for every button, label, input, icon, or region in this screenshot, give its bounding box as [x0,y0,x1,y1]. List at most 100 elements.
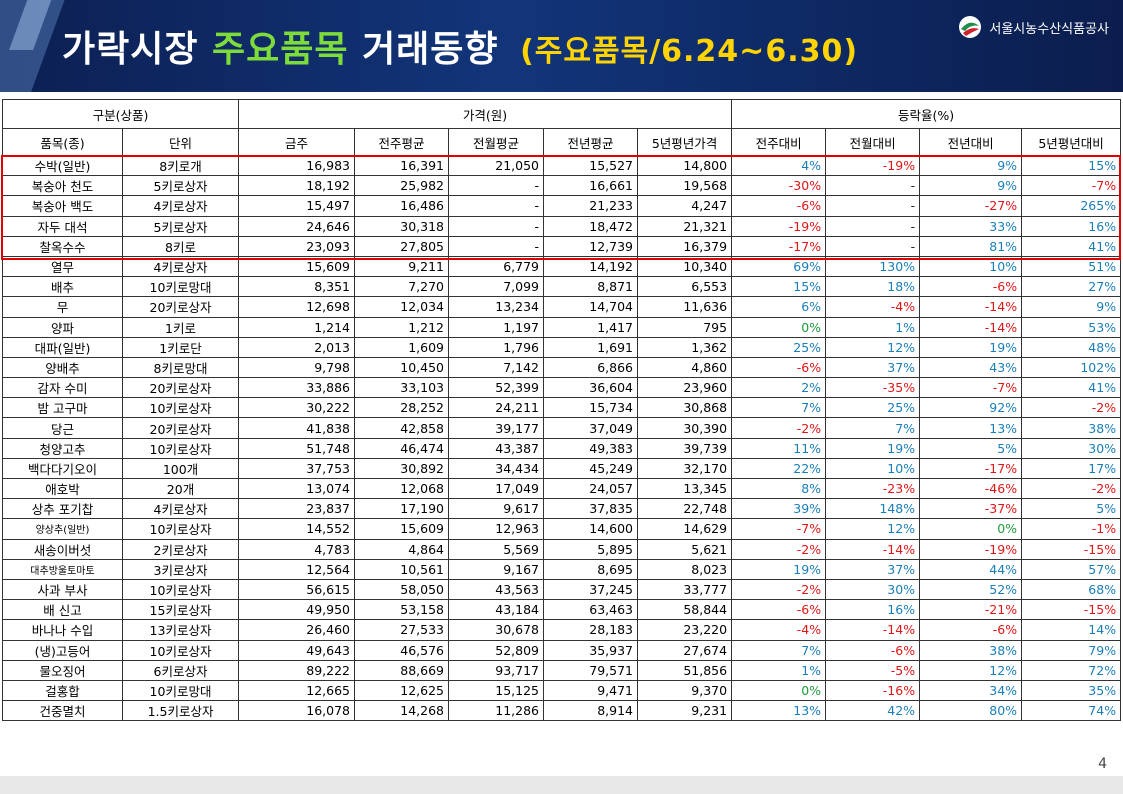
unit-cell: 4키로상자 [121,195,240,217]
price-cell: 21,233 [543,195,639,217]
price-cell: 11,286 [448,700,545,722]
price-cell: 9,798 [238,356,356,379]
change-rate-cell: 27% [1021,276,1122,298]
footer-bar [0,776,1123,794]
price-cell: 56,615 [238,578,356,601]
price-cell: 27,533 [354,619,450,641]
change-rate-cell: -15% [1021,538,1122,560]
change-rate-cell: 19% [919,336,1023,358]
item-name-cell: 물오징어 [2,659,123,681]
unit-cell: 10키로상자 [121,518,240,540]
change-rate-cell: -2% [1021,397,1122,419]
table-row: 백다다기오이 100개 37,753 30,892 34,434 45,249 32,170… [2,457,1122,480]
price-cell: 15,734 [543,397,639,419]
item-name-cell: 열무 [2,255,123,278]
price-cell: 12,564 [238,558,356,580]
price-cell: 6,866 [543,356,639,379]
change-rate-cell: -7% [919,377,1023,399]
item-name-cell: 걸홍합 [2,679,123,702]
change-rate-cell: -23% [825,477,921,500]
table-row: 찰옥수수 8키로 23,093 27,805-12,739 16,379 -17% -81%… [2,235,1122,257]
title-subtitle: (주요품목/6.24~6.30) [520,34,859,69]
table-row: (냉)고등어 10키로상자 49,643 46,576 52,809 35,937 27,6… [2,639,1122,661]
price-cell: 10,340 [637,255,733,278]
price-cell: 30,390 [637,417,733,439]
unit-cell: 10키로상자 [121,578,240,601]
change-rate-cell: -6% [919,276,1023,298]
change-rate-cell: 16% [1021,215,1122,237]
price-cell: 79,571 [543,659,639,681]
column-header: 전년대비 [919,128,1023,156]
price-cell: - [448,195,545,217]
change-rate-cell: -6% [919,619,1023,641]
price-cell: 8,351 [238,276,356,298]
price-cell: 23,220 [637,619,733,641]
price-cell: 9,167 [448,558,545,580]
price-cell: 16,379 [637,235,733,257]
table-row: 감자 수미 20키로상자 33,886 33,103 52,399 36,604 23,96… [2,377,1122,399]
change-rate-cell: -27% [919,195,1023,217]
price-cell: 9,471 [543,679,639,702]
price-cell: 12,665 [238,679,356,702]
change-rate-cell: 5% [919,437,1023,459]
change-rate-cell: -6% [825,639,921,661]
page-number: 4 [1098,756,1107,772]
price-cell: 37,753 [238,457,356,480]
price-cell: - [448,215,545,237]
price-cell: 58,844 [637,599,733,621]
item-name-cell: 수박(일반) [2,154,123,177]
price-cell: 10,450 [354,356,450,379]
change-rate-cell: -6% [731,356,827,379]
table-row: 상추 포기찹 4키로상자 23,837 17,190 9,617 37,835 22,748… [2,498,1122,520]
table-row: 무 20키로상자 12,698 12,034 13,234 14,704 11,636 6% -… [2,296,1122,318]
item-name-cell: 대파(일반) [2,336,123,358]
price-cell: 33,777 [637,578,733,601]
price-cell: 93,717 [448,659,545,681]
price-cell: 9,370 [637,679,733,702]
change-rate-cell: 30% [825,578,921,601]
price-cell: 16,486 [354,195,450,217]
unit-cell: 10키로상자 [121,639,240,661]
price-cell: 10,561 [354,558,450,580]
change-rate-cell: 41% [1021,377,1122,399]
item-name-cell: 찰옥수수 [2,235,123,257]
change-rate-cell: -21% [919,599,1023,621]
change-rate-cell: 7% [731,639,827,661]
item-name-cell: 양배추 [2,356,123,379]
change-rate-cell: 130% [825,255,921,278]
price-cell: 43,563 [448,578,545,601]
change-rate-cell: 42% [825,700,921,722]
price-cell: 52,809 [448,639,545,661]
item-name-cell: 밤 고구마 [2,397,123,419]
price-cell: 22,748 [637,498,733,520]
price-cell: 14,800 [637,154,733,177]
unit-cell: 1키로단 [121,336,240,358]
change-rate-cell: 0% [731,679,827,702]
change-rate-cell: 15% [1021,154,1122,177]
unit-cell: 20키로상자 [121,417,240,439]
item-name-cell: 대추방울토마토 [2,558,123,580]
price-cell: 41,838 [238,417,356,439]
change-rate-cell: -7% [731,518,827,540]
change-rate-cell: -6% [731,195,827,217]
price-cell: 43,387 [448,437,545,459]
org-name: 서울시농수산식품공사 [989,21,1109,37]
unit-cell: 4키로상자 [121,255,240,278]
change-rate-cell: -14% [919,316,1023,338]
change-rate-cell: 0% [919,518,1023,540]
change-rate-cell: 44% [919,558,1023,580]
price-cell: 2,013 [238,336,356,358]
price-cell: 12,034 [354,296,450,318]
price-cell: 5,569 [448,538,545,560]
price-cell: - [448,235,545,257]
change-rate-cell: 25% [731,336,827,358]
price-cell: 35,937 [543,639,639,661]
price-cell: 15,609 [238,255,356,278]
change-rate-cell: 148% [825,498,921,520]
price-cell: 88,669 [354,659,450,681]
price-cell: 1,212 [354,316,450,338]
change-rate-cell: 5% [1021,498,1122,520]
column-header-row: 품목(종) 단위 금주 전주평균 전월평균 전년평균 5년평년가격 전주대비 전월대비 전년대비 5… [2,128,1122,156]
price-cell: 24,646 [238,215,356,237]
change-rate-cell: -2% [1021,477,1122,500]
